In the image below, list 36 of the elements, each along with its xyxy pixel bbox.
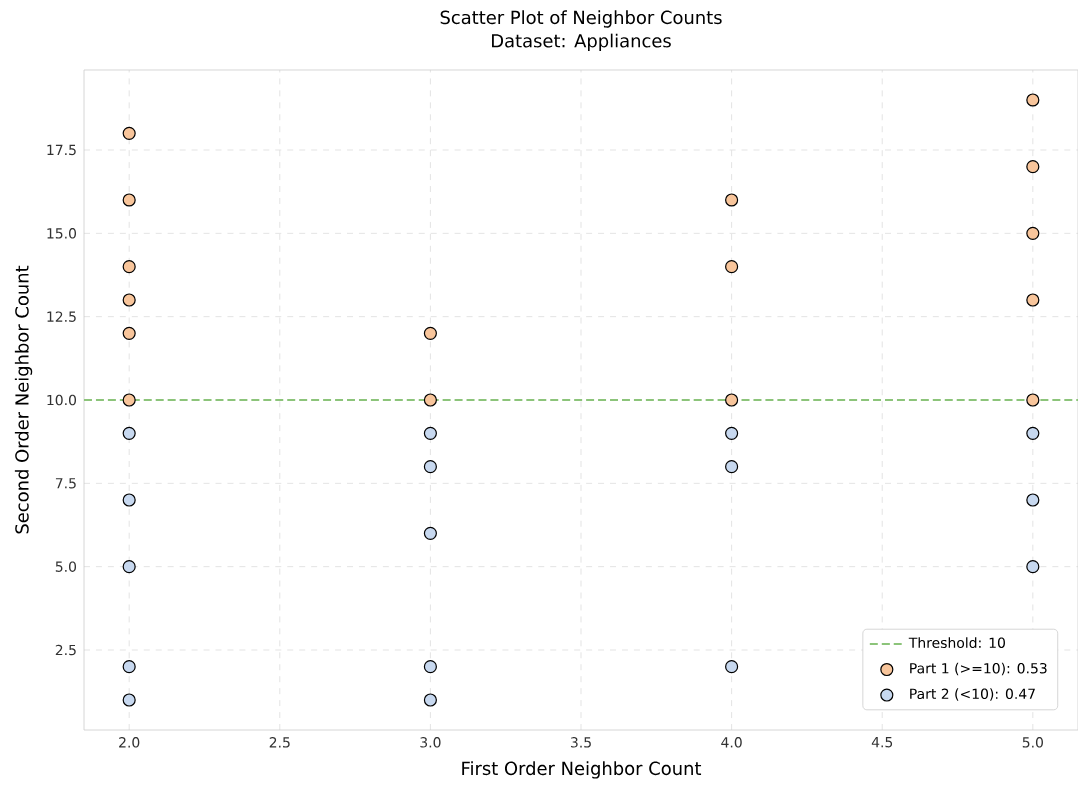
point [1026,560,1040,574]
point [423,693,437,707]
chart-subtitle: Dataset: Appliances [492,33,671,51]
point [423,426,437,440]
point [122,693,136,707]
point [1026,93,1040,107]
point [725,193,739,207]
point [122,293,136,307]
point [122,260,136,274]
point [725,393,739,407]
point [725,260,739,274]
point [1026,293,1040,307]
point [1026,226,1040,240]
point [122,660,136,674]
point [423,460,437,474]
x-axis-title: First Order Neighbor Count [462,761,702,779]
point [1026,493,1040,507]
point [1026,160,1040,174]
point [122,560,136,574]
point [1026,393,1040,407]
point [122,193,136,207]
point [725,660,739,674]
y-axis-title: Second Order Neighbor Count [14,265,33,534]
point [122,126,136,140]
point [423,526,437,540]
point [423,326,437,340]
point [725,426,739,440]
point [423,660,437,674]
point [122,393,136,407]
point [1026,426,1040,440]
chart-title: Scatter Plot of Neighbor Counts [440,10,722,28]
point [122,326,136,340]
point [725,460,739,474]
point [122,493,136,507]
point [122,426,136,440]
point [423,393,437,407]
